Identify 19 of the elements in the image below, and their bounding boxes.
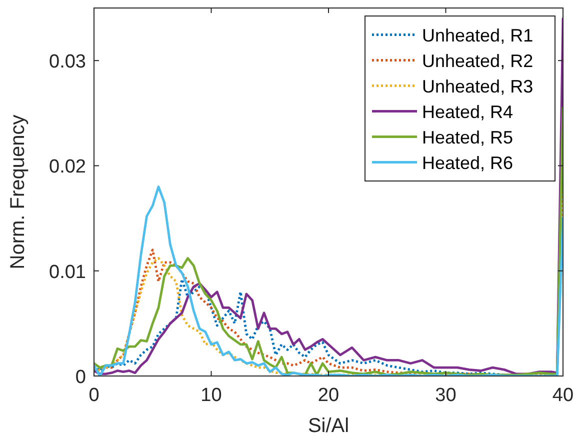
legend-label: Heated, R6 — [422, 152, 514, 173]
y-tick-label: 0.03 — [49, 52, 86, 73]
legend-label: Heated, R5 — [422, 127, 514, 148]
y-tick-label: 0.01 — [49, 262, 86, 283]
legend-label: Unheated, R1 — [422, 25, 534, 46]
x-tick-label: 10 — [200, 385, 222, 406]
x-tick-label: 20 — [318, 385, 340, 406]
y-axis-title: Norm. Frequency — [7, 114, 29, 270]
legend-label: Heated, R4 — [422, 102, 514, 122]
legend-label: Unheated, R2 — [422, 50, 534, 71]
legend-label: Unheated, R3 — [422, 76, 534, 96]
x-axis-title: Si/Al — [308, 415, 350, 437]
x-tick-label: 0 — [88, 385, 100, 406]
line-series — [94, 17, 563, 376]
line-series — [94, 186, 563, 376]
x-tick-label: 40 — [552, 385, 574, 406]
y-tick-label: 0 — [75, 367, 86, 388]
x-tick-label: 30 — [435, 385, 456, 406]
y-tick-label: 0.02 — [49, 156, 86, 178]
